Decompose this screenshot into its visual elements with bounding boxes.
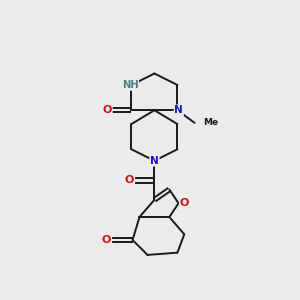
Text: N: N: [175, 105, 183, 115]
Text: O: O: [180, 198, 189, 208]
Text: O: O: [125, 175, 134, 185]
Text: N: N: [150, 156, 159, 166]
Text: O: O: [103, 105, 112, 115]
Text: Me: Me: [203, 118, 218, 127]
Text: NH: NH: [122, 80, 138, 90]
Text: O: O: [102, 235, 111, 245]
